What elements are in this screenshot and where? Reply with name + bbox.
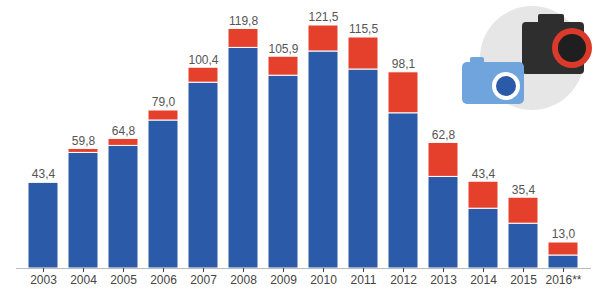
svg-text:121,5: 121,5 <box>308 10 338 24</box>
svg-text:100,4: 100,4 <box>188 53 218 67</box>
svg-text:2013: 2013 <box>430 273 457 287</box>
svg-text:59,8: 59,8 <box>72 134 96 148</box>
svg-text:2008: 2008 <box>230 273 257 287</box>
svg-text:2015: 2015 <box>510 273 537 287</box>
svg-text:2006: 2006 <box>150 273 177 287</box>
svg-text:2003: 2003 <box>30 273 57 287</box>
svg-text:105,9: 105,9 <box>268 42 298 56</box>
svg-text:2016**: 2016** <box>545 273 581 287</box>
svg-text:98,1: 98,1 <box>392 57 416 71</box>
svg-text:2005: 2005 <box>110 273 137 287</box>
svg-text:35,4: 35,4 <box>512 183 536 197</box>
svg-text:2012: 2012 <box>390 273 417 287</box>
svg-text:2011: 2011 <box>351 273 377 287</box>
svg-text:2009: 2009 <box>270 273 297 287</box>
svg-text:43,4: 43,4 <box>32 167 56 181</box>
svg-text:62,8: 62,8 <box>432 128 456 142</box>
svg-text:79,0: 79,0 <box>152 95 176 109</box>
svg-text:64,8: 64,8 <box>112 124 136 138</box>
svg-text:115,5: 115,5 <box>349 22 378 36</box>
svg-text:119,8: 119,8 <box>229 14 258 28</box>
svg-text:2004: 2004 <box>70 273 97 287</box>
svg-text:2007: 2007 <box>190 273 217 287</box>
svg-text:43,4: 43,4 <box>472 167 496 181</box>
svg-text:2014: 2014 <box>470 273 497 287</box>
svg-text:13,0: 13,0 <box>552 227 576 241</box>
svg-text:2010: 2010 <box>310 273 337 287</box>
